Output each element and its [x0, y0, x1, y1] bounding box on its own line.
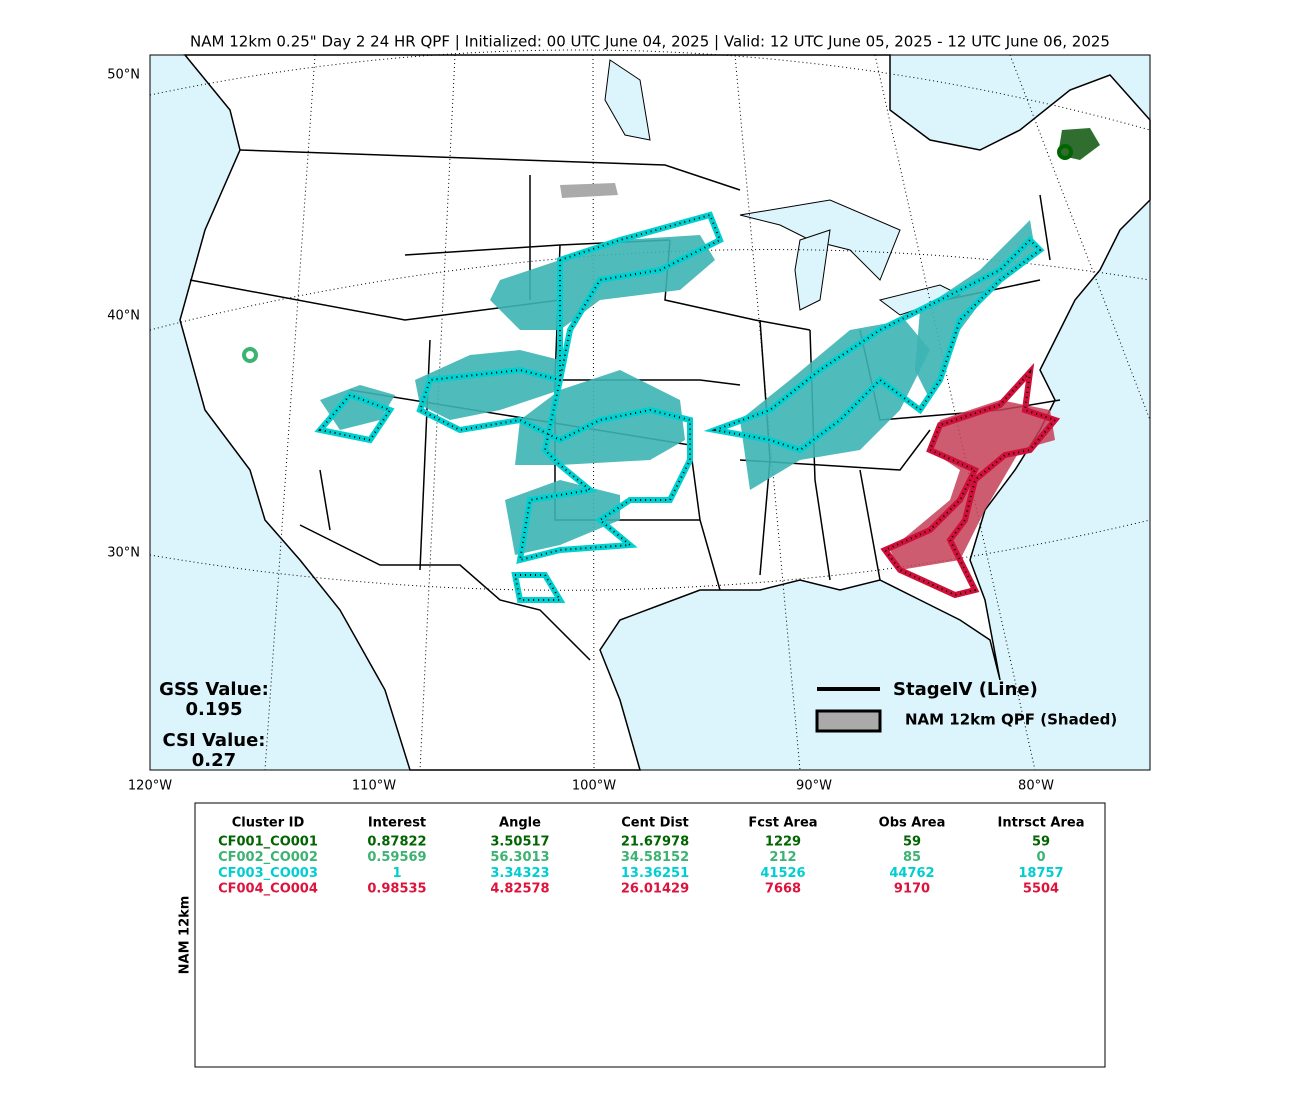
gss-value: 0.195 [186, 699, 243, 720]
lon-label: 90°W [796, 779, 832, 794]
table-header: Obs Area [879, 816, 946, 831]
table-cell: 7668 [765, 882, 801, 897]
title: NAM 12km 0.25" Day 2 24 HR QPF | Initial… [190, 33, 1110, 51]
legend-swatch [815, 709, 882, 733]
table-header: Fcst Area [748, 816, 817, 831]
table-header: Cluster ID [232, 816, 305, 831]
lat-label: 40°N [107, 309, 140, 324]
table-cell: CF001_CO001 [218, 835, 318, 850]
lon-labels: 120°W 110°W 100°W 90°W 80°W [128, 779, 1054, 794]
legend: StageIV (Line) NAM 12km QPF (Shaded) [815, 679, 1117, 733]
table-cell: 3.50517 [490, 835, 549, 850]
obs-outline [242, 144, 1073, 603]
table-cell: 34.58152 [621, 850, 689, 865]
table-cell: 4.82578 [490, 882, 549, 897]
gss-label: GSS Value: [159, 679, 269, 700]
map [149, 49, 1151, 771]
table-cell: CF004_CO004 [218, 882, 318, 897]
table-header: Angle [499, 816, 541, 831]
lake [604, 59, 651, 141]
qpf-area [1058, 128, 1100, 160]
table-cell: 56.3013 [490, 850, 549, 865]
lon-label: 80°W [1018, 779, 1054, 794]
qpf-area [560, 183, 618, 198]
scores: GSS Value: 0.195 CSI Value: 0.27 [159, 679, 269, 771]
table-cell: 44762 [889, 866, 934, 881]
table-cell: 26.01429 [621, 882, 689, 897]
table-header: Cent Dist [621, 816, 689, 831]
table-side-label: NAM 12km [178, 896, 193, 975]
table-cell: 59 [1032, 835, 1050, 850]
table-cell: 3.34323 [490, 866, 549, 881]
table-cell: 1 [392, 866, 401, 881]
qpf-area [320, 385, 395, 430]
table-cell: 0.59569 [367, 850, 426, 865]
lon-label: 120°W [128, 779, 172, 794]
table-cell: 41526 [760, 866, 805, 881]
table-cell: 85 [903, 850, 921, 865]
table-cell: 18757 [1018, 866, 1063, 881]
table-frame [194, 802, 1106, 1068]
table-cell: 9170 [894, 882, 930, 897]
csi-value: 0.27 [192, 750, 236, 771]
table-cell: CF002_CO002 [218, 850, 318, 865]
table-cell: 0.98535 [367, 882, 426, 897]
lon-label: 100°W [572, 779, 616, 794]
table-cell: 13.36251 [621, 866, 689, 881]
lat-label: 50°N [107, 68, 140, 83]
table-header: Intrsct Area [998, 816, 1085, 831]
lat-labels: 50°N 40°N 30°N [107, 68, 140, 561]
table-header: Interest [368, 816, 426, 831]
table-cell: 1229 [765, 835, 801, 850]
lat-label: 30°N [107, 546, 140, 561]
map-frame [149, 54, 1151, 771]
legend-label: StageIV (Line) [893, 679, 1038, 700]
table-cell: 21.67978 [621, 835, 689, 850]
csi-label: CSI Value: [163, 730, 266, 751]
table: Cluster ID Interest Angle Cent Dist Fcst Are… [218, 816, 1084, 897]
table-cell: 0.87822 [367, 835, 426, 850]
table-cell: CF003_CO003 [218, 866, 318, 881]
legend-label: NAM 12km QPF (Shaded) [905, 711, 1117, 729]
table-cell: 59 [903, 835, 921, 850]
qpf-area [415, 350, 560, 420]
table-cell: 212 [769, 850, 796, 865]
table-cell: 5504 [1023, 882, 1059, 897]
lon-label: 110°W [352, 779, 396, 794]
table-cell: 0 [1036, 850, 1045, 865]
